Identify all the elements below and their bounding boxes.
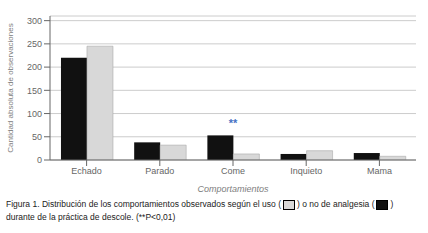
svg-text:**: ** (229, 117, 238, 129)
svg-text:50: 50 (32, 132, 42, 142)
html-text:Figura 1. Distribución de los: Figura 1. Distribución de los comportami… (6, 199, 281, 209)
svg-text:0: 0 (37, 155, 42, 165)
html-text:) durante de la práctica de de: ) durante de la práctica de descole. (**… (6, 199, 394, 222)
svg-text:300: 300 (27, 16, 42, 26)
svg-text:Come: Come (221, 166, 245, 176)
svg-text:Inquieto: Inquieto (290, 166, 322, 176)
html-text:) o no de analgesia (: ) o no de analgesia ( (297, 199, 375, 209)
svg-text:Parado: Parado (145, 166, 174, 176)
svg-text:Cantidad absoluta de observaci: Cantidad absoluta de observaciones (8, 23, 15, 152)
svg-text:200: 200 (27, 62, 42, 72)
svg-text:Comportamientos: Comportamientos (197, 184, 269, 194)
svg-text:100: 100 (27, 109, 42, 119)
svg-text:250: 250 (27, 39, 42, 49)
svg-text:150: 150 (27, 86, 42, 96)
svg-text:Mama: Mama (367, 166, 392, 176)
svg-text:Echado: Echado (71, 166, 102, 176)
